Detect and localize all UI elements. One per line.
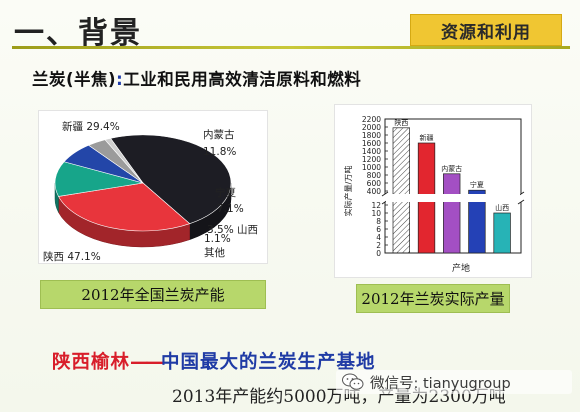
- axis-break-gap: [386, 194, 520, 202]
- wechat-icon: [342, 373, 364, 390]
- watermark: 微信号: tianyugroup: [336, 370, 572, 394]
- bar-1: [392, 127, 410, 254]
- footer-headline: 陕西榆林——中国最大的兰炭生产基地: [52, 348, 376, 374]
- bar-chart-panel: 400 600 800 1000 1200 1400 1600 1800 2000 2200 0 2 4…: [334, 104, 532, 278]
- pie-label-xinjiang: 新疆 29.4%: [62, 121, 120, 133]
- subtitle: 兰炭(半焦):工业和民用高效清洁原料和燃料: [32, 66, 361, 90]
- section-tag: 资源和利用: [410, 14, 562, 46]
- footer-headline-text: 中国最大的兰炭生产基地: [161, 352, 376, 373]
- pie-label-ningxia-value: 7.1%: [217, 203, 244, 215]
- bar-3: [443, 173, 461, 254]
- bar-label-2: 新疆: [420, 133, 434, 142]
- title-divider: [12, 46, 570, 49]
- y-tick-label-upper-4: 1200: [362, 155, 381, 164]
- pie-chart: [54, 134, 232, 248]
- pie-label-ningxia-name: 宁夏: [215, 187, 236, 199]
- bar-5: [493, 212, 511, 254]
- pie-label-other-value: 1.1%: [204, 233, 231, 245]
- pie-label-neimenggu-name: 内蒙古: [203, 129, 235, 141]
- y-tick-label-upper-3: 1000: [362, 163, 381, 172]
- watermark-text: 微信号: tianyugroup: [370, 375, 511, 392]
- y-tick-label-upper-0: 400: [367, 187, 382, 196]
- bar-label-1: 陕西: [394, 118, 408, 127]
- y-tick-label-upper-1: 600: [367, 179, 382, 188]
- footer-highlight: 陕西榆林: [52, 352, 131, 373]
- y-tick-label-upper-8: 2000: [362, 123, 381, 132]
- y-axis-label: 实际产量/万吨: [343, 166, 353, 217]
- y-tick-label-upper-6: 1600: [362, 139, 381, 148]
- subtitle-colon: :: [116, 70, 124, 89]
- y-tick-label-lower-0: 0: [376, 249, 381, 258]
- pie-label-shaanxi: 陕西 47.1%: [43, 251, 101, 263]
- subtitle-desc: 工业和民用高效清洁原料和燃料: [123, 70, 362, 89]
- x-axis-label: 产地: [452, 262, 470, 274]
- y-tick-label-lower-1: 2: [376, 241, 381, 250]
- pie-label-other-name: 其他: [204, 247, 225, 259]
- bar-label-5: 山西: [495, 203, 509, 212]
- subtitle-main: 兰炭(半焦): [32, 70, 117, 89]
- y-tick-label-lower-4: 8: [376, 217, 381, 226]
- bar-label-4: 宁夏: [470, 180, 484, 189]
- y-tick-label-upper-2: 800: [367, 171, 382, 180]
- pie-caption: 2012年全国兰炭产能: [40, 280, 266, 309]
- page-title: 一、背景: [14, 16, 142, 51]
- pie-label-shanxi: 3.5% 山西: [207, 224, 259, 236]
- y-tick-label-lower-3: 6: [376, 225, 381, 234]
- y-tick-label-lower-2: 4: [376, 233, 381, 242]
- pie-slice-3: [54, 161, 144, 197]
- pie-label-neimenggu-value: 11.8%: [203, 146, 237, 158]
- pie-slice-6: [104, 138, 144, 184]
- y-tick-label-lower-5: 10: [371, 209, 381, 218]
- y-tick-label-lower-6: 12: [371, 201, 381, 210]
- y-tick-label-upper-7: 1800: [362, 131, 381, 140]
- y-tick-label-upper-9: 2200: [362, 115, 381, 124]
- pie-slice-2: [58, 182, 191, 232]
- footer-dash: ——: [130, 352, 164, 373]
- pie-slice-1: [110, 134, 232, 225]
- pie-chart-panel: 新疆 29.4% 内蒙古 11.8% 宁夏 7.1% 3.5% 山西 1.1% …: [38, 110, 268, 264]
- bar-caption: 2012年兰炭实际产量: [356, 284, 510, 313]
- bar-4: [468, 189, 486, 254]
- bar-label-3: 内蒙古: [441, 164, 462, 173]
- y-tick-label-upper-5: 1400: [362, 147, 381, 156]
